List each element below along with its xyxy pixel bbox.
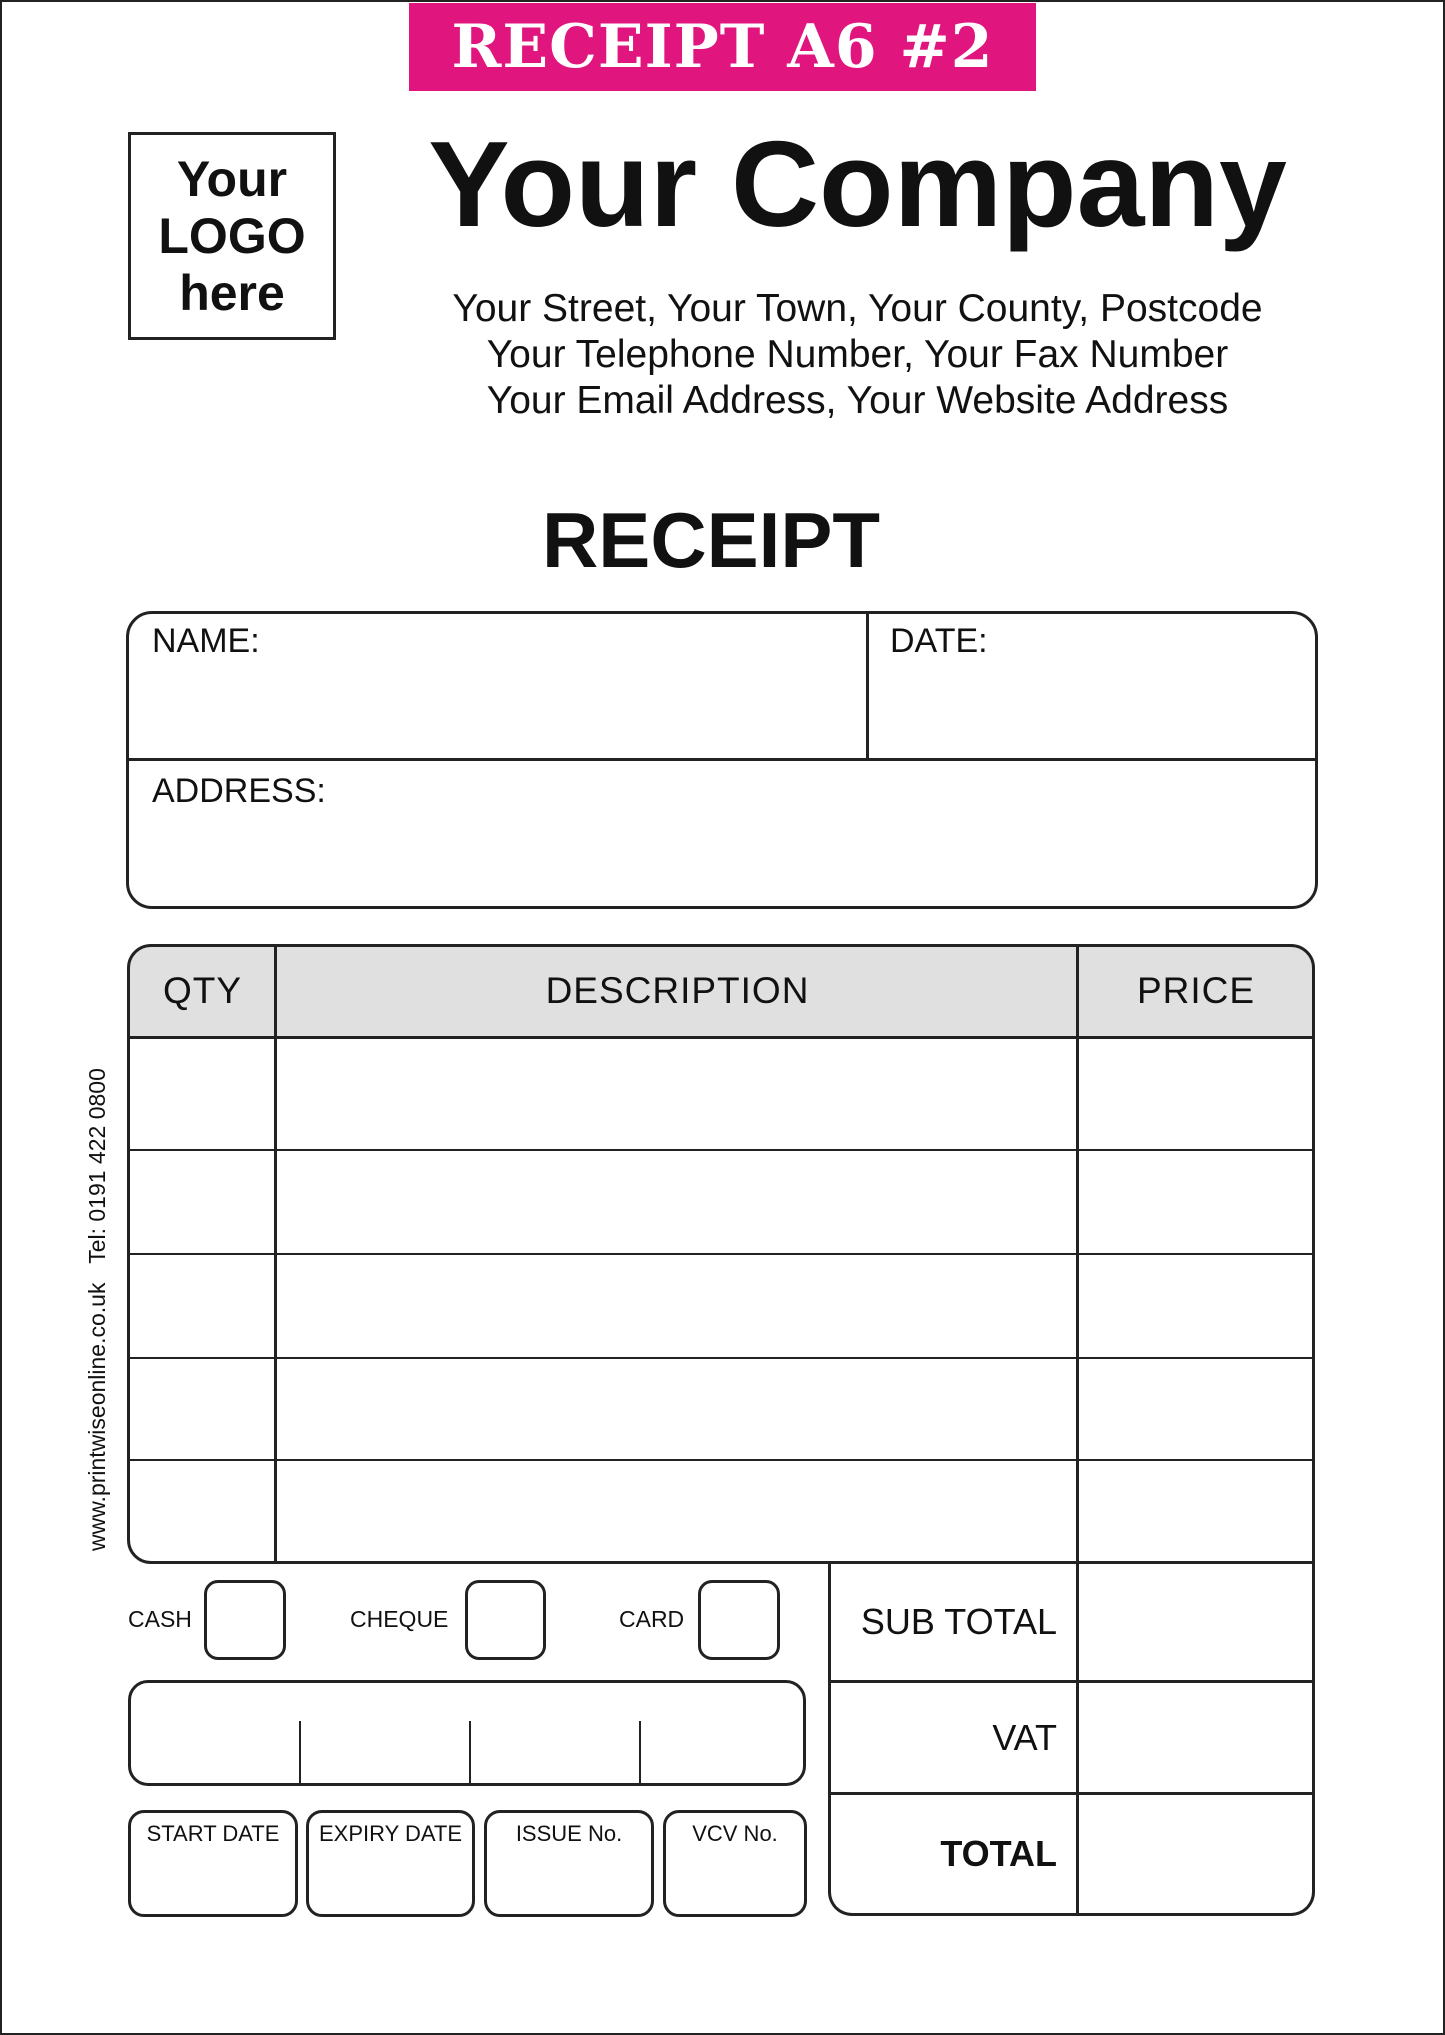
digit-divider [639,1721,641,1783]
template-banner: RECEIPT A6 #2 [409,3,1036,91]
cheque-label: CHEQUE [350,1606,449,1632]
cheque-checkbox[interactable] [465,1580,546,1660]
table-header-bg [127,944,1315,1037]
row-divider [128,1459,1314,1461]
total-label: TOTAL [940,1833,1057,1874]
row-divider [829,1792,1314,1795]
document-title: RECEIPT [541,496,881,584]
expiry-date-field[interactable]: EXPIRY DATE [306,1810,475,1917]
row-divider [829,1680,1314,1683]
row-divider [128,1036,1314,1039]
vat-label: VAT [992,1716,1057,1758]
issue-number-field[interactable]: ISSUE No. [484,1810,654,1917]
printer-credit: www.printwiseonline.co.uk Tel: 0191 422 … [84,1068,110,1551]
address-line: Your Email Address, Your Website Address [486,379,1229,422]
start-date-field[interactable]: START DATE [128,1810,298,1917]
address-line: Your Street, Your Town, Your County, Pos… [452,287,1263,330]
company-address: Your Street, Your Town, Your County, Pos… [370,286,1345,424]
header-qty: QTY [162,969,243,1011]
cash-label: CASH [128,1606,192,1632]
address-line: Your Telephone Number, Your Fax Number [486,333,1229,376]
divider [866,612,869,759]
digit-divider [299,1721,301,1783]
name-field[interactable]: NAME: [152,622,260,660]
vcv-number-field[interactable]: VCV No. [663,1810,807,1917]
logo-line: LOGO [158,207,306,264]
sub-total-label: SUB TOTAL [860,1601,1057,1642]
logo-line: Your [176,150,288,207]
row-divider [128,1253,1314,1255]
divider [127,758,1317,761]
logo-line: here [179,264,285,321]
row-divider [128,1149,1314,1151]
header-description: DESCRIPTION [545,969,810,1011]
card-checkbox[interactable] [698,1580,780,1660]
company-name: Your Company [428,116,1287,252]
logo-placeholder: Your LOGO here [128,132,336,340]
cash-checkbox[interactable] [204,1580,286,1660]
row-divider [128,1357,1314,1359]
column-divider [1076,945,1079,1916]
digit-divider [469,1721,471,1783]
date-field[interactable]: DATE: [890,622,988,660]
card-label: CARD [619,1606,685,1632]
address-field[interactable]: ADDRESS: [152,772,326,810]
header-price: PRICE [1136,969,1256,1011]
totals-box [828,1561,1315,1916]
card-number-field[interactable] [128,1680,806,1786]
